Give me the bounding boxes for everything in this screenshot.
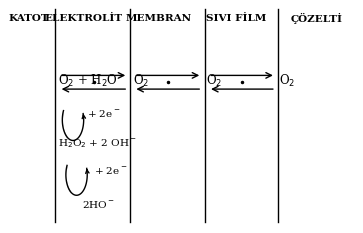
- Text: O$_2$: O$_2$: [280, 73, 295, 89]
- Text: 2HO$^-$: 2HO$^-$: [82, 199, 115, 210]
- Text: H$_2$O$_2$ + 2 OH$^-$: H$_2$O$_2$ + 2 OH$^-$: [58, 137, 137, 150]
- Text: O$_2$: O$_2$: [207, 73, 223, 89]
- Text: + 2e$^-$: + 2e$^-$: [87, 108, 121, 119]
- Text: ELEKTROLİT: ELEKTROLİT: [45, 14, 123, 23]
- Text: SIVI FİLM: SIVI FİLM: [207, 14, 267, 23]
- Text: O$_2$: O$_2$: [133, 73, 149, 89]
- Text: ÇÖZELTİ: ÇÖZELTİ: [291, 13, 343, 24]
- Text: + 2e$^-$: + 2e$^-$: [94, 165, 128, 176]
- Text: O$_2$ + H$_2$O: O$_2$ + H$_2$O: [58, 73, 117, 89]
- Text: MEMBRAN: MEMBRAN: [125, 14, 191, 23]
- Text: KATOT: KATOT: [8, 14, 49, 23]
